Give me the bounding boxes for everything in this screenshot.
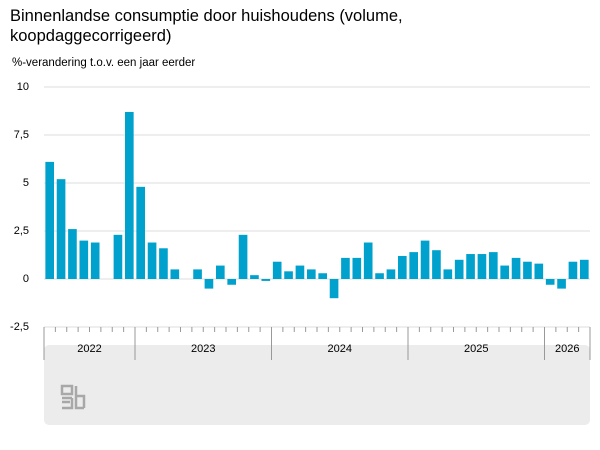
x-group-label: 2022 bbox=[77, 343, 101, 355]
y-tick-label: 2,5 bbox=[14, 225, 29, 237]
chart-title: Binnenlandse consumptie door huishoudens… bbox=[10, 7, 403, 45]
bar bbox=[170, 269, 180, 279]
bar bbox=[79, 240, 89, 279]
bar bbox=[136, 186, 146, 279]
bar bbox=[147, 242, 157, 279]
bar bbox=[352, 257, 362, 279]
x-group-label: 2023 bbox=[191, 343, 215, 355]
bar bbox=[261, 279, 271, 281]
bar bbox=[443, 269, 453, 279]
bar bbox=[272, 261, 282, 279]
bar bbox=[568, 261, 578, 279]
chart-subtitle: %-verandering t.o.v. een jaar eerder bbox=[12, 57, 196, 69]
bar bbox=[534, 263, 544, 279]
bar bbox=[215, 265, 225, 279]
y-tick-label: 0 bbox=[23, 273, 29, 285]
y-tick-label: -2,5 bbox=[10, 321, 29, 333]
bar bbox=[488, 252, 498, 279]
y-tick-label: 10 bbox=[17, 81, 29, 93]
x-group-label: 2025 bbox=[464, 343, 488, 355]
bar bbox=[295, 265, 305, 279]
bar bbox=[284, 271, 293, 279]
bar bbox=[318, 273, 328, 279]
bar bbox=[545, 279, 555, 285]
bar bbox=[500, 265, 510, 279]
bar bbox=[113, 234, 123, 279]
bar bbox=[466, 254, 475, 279]
bar bbox=[227, 279, 237, 285]
bar bbox=[432, 250, 441, 279]
bar bbox=[477, 254, 487, 279]
bar bbox=[511, 257, 521, 279]
bar bbox=[56, 179, 66, 279]
bar bbox=[375, 273, 384, 279]
bar bbox=[420, 240, 430, 279]
y-tick-label: 5 bbox=[23, 177, 29, 189]
bar bbox=[397, 255, 407, 279]
bar bbox=[124, 111, 134, 280]
bar bbox=[523, 261, 532, 279]
y-tick-label: 7,5 bbox=[14, 129, 29, 141]
bar bbox=[159, 248, 168, 279]
x-group-label: 2026 bbox=[555, 343, 579, 355]
footer-panel bbox=[44, 345, 590, 425]
bar bbox=[579, 259, 589, 279]
bar bbox=[306, 269, 316, 279]
bar bbox=[238, 234, 248, 279]
bar bbox=[45, 161, 55, 279]
bar bbox=[386, 269, 396, 279]
bar bbox=[329, 279, 339, 299]
bar bbox=[90, 242, 100, 279]
bar bbox=[68, 229, 77, 279]
bar bbox=[341, 257, 350, 279]
logo bbox=[60, 384, 86, 410]
bar bbox=[557, 279, 566, 289]
bar bbox=[250, 275, 259, 279]
x-group-label: 2024 bbox=[328, 343, 352, 355]
bar bbox=[193, 269, 202, 279]
bar bbox=[204, 279, 214, 289]
bar bbox=[454, 259, 464, 279]
bar bbox=[363, 242, 373, 279]
bar bbox=[409, 252, 419, 279]
